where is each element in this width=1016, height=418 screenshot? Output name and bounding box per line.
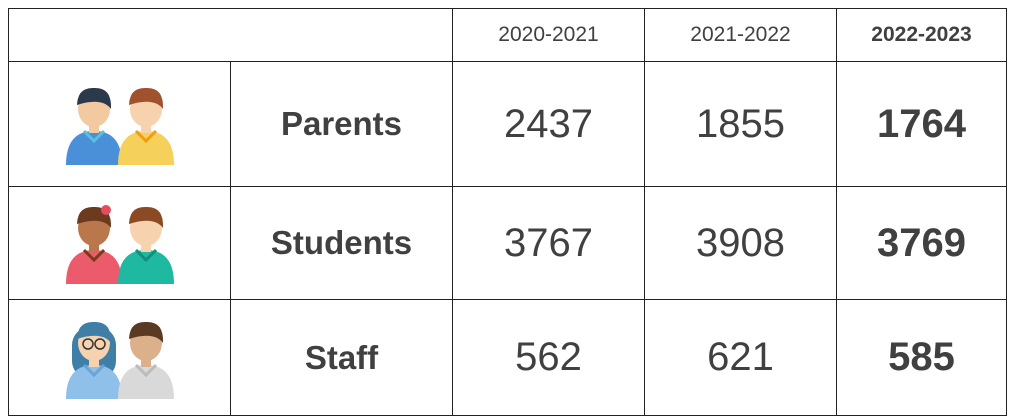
row-label: Staff: [230, 299, 453, 416]
value-cell: 1855: [644, 61, 837, 187]
value-cell: 3908: [644, 186, 837, 300]
table-container: 2020-2021 2021-2022 2022-2023 Parents 2437 18…: [8, 8, 1007, 416]
value-cell: 3769: [836, 186, 1007, 300]
row-label: Students: [230, 186, 453, 300]
value-cell: 2437: [452, 61, 645, 187]
people-icon: [65, 321, 174, 399]
data-row: Parents 2437 1855 1764: [8, 61, 1007, 187]
people-icon: [65, 205, 174, 284]
value-cell: 621: [644, 299, 837, 416]
value-cell: 585: [836, 299, 1007, 416]
header-row: 2020-2021 2021-2022 2022-2023: [8, 8, 1007, 62]
row-label: Parents: [230, 61, 453, 187]
year-header: 2020-2021: [452, 8, 645, 62]
header-empty: [8, 8, 453, 62]
icon-cell: [8, 186, 231, 300]
year-header: 2022-2023: [836, 8, 1007, 62]
people-icon: [65, 87, 174, 165]
icon-cell: [8, 299, 231, 416]
value-cell: 562: [452, 299, 645, 416]
data-row: Staff 562 621 585: [8, 299, 1007, 416]
data-row: Students 3767 3908 3769: [8, 186, 1007, 300]
value-cell: 3767: [452, 186, 645, 300]
year-header: 2021-2022: [644, 8, 837, 62]
icon-cell: [8, 61, 231, 187]
data-table: 2020-2021 2021-2022 2022-2023 Parents 2437 18…: [8, 8, 1007, 416]
value-cell: 1764: [836, 61, 1007, 187]
